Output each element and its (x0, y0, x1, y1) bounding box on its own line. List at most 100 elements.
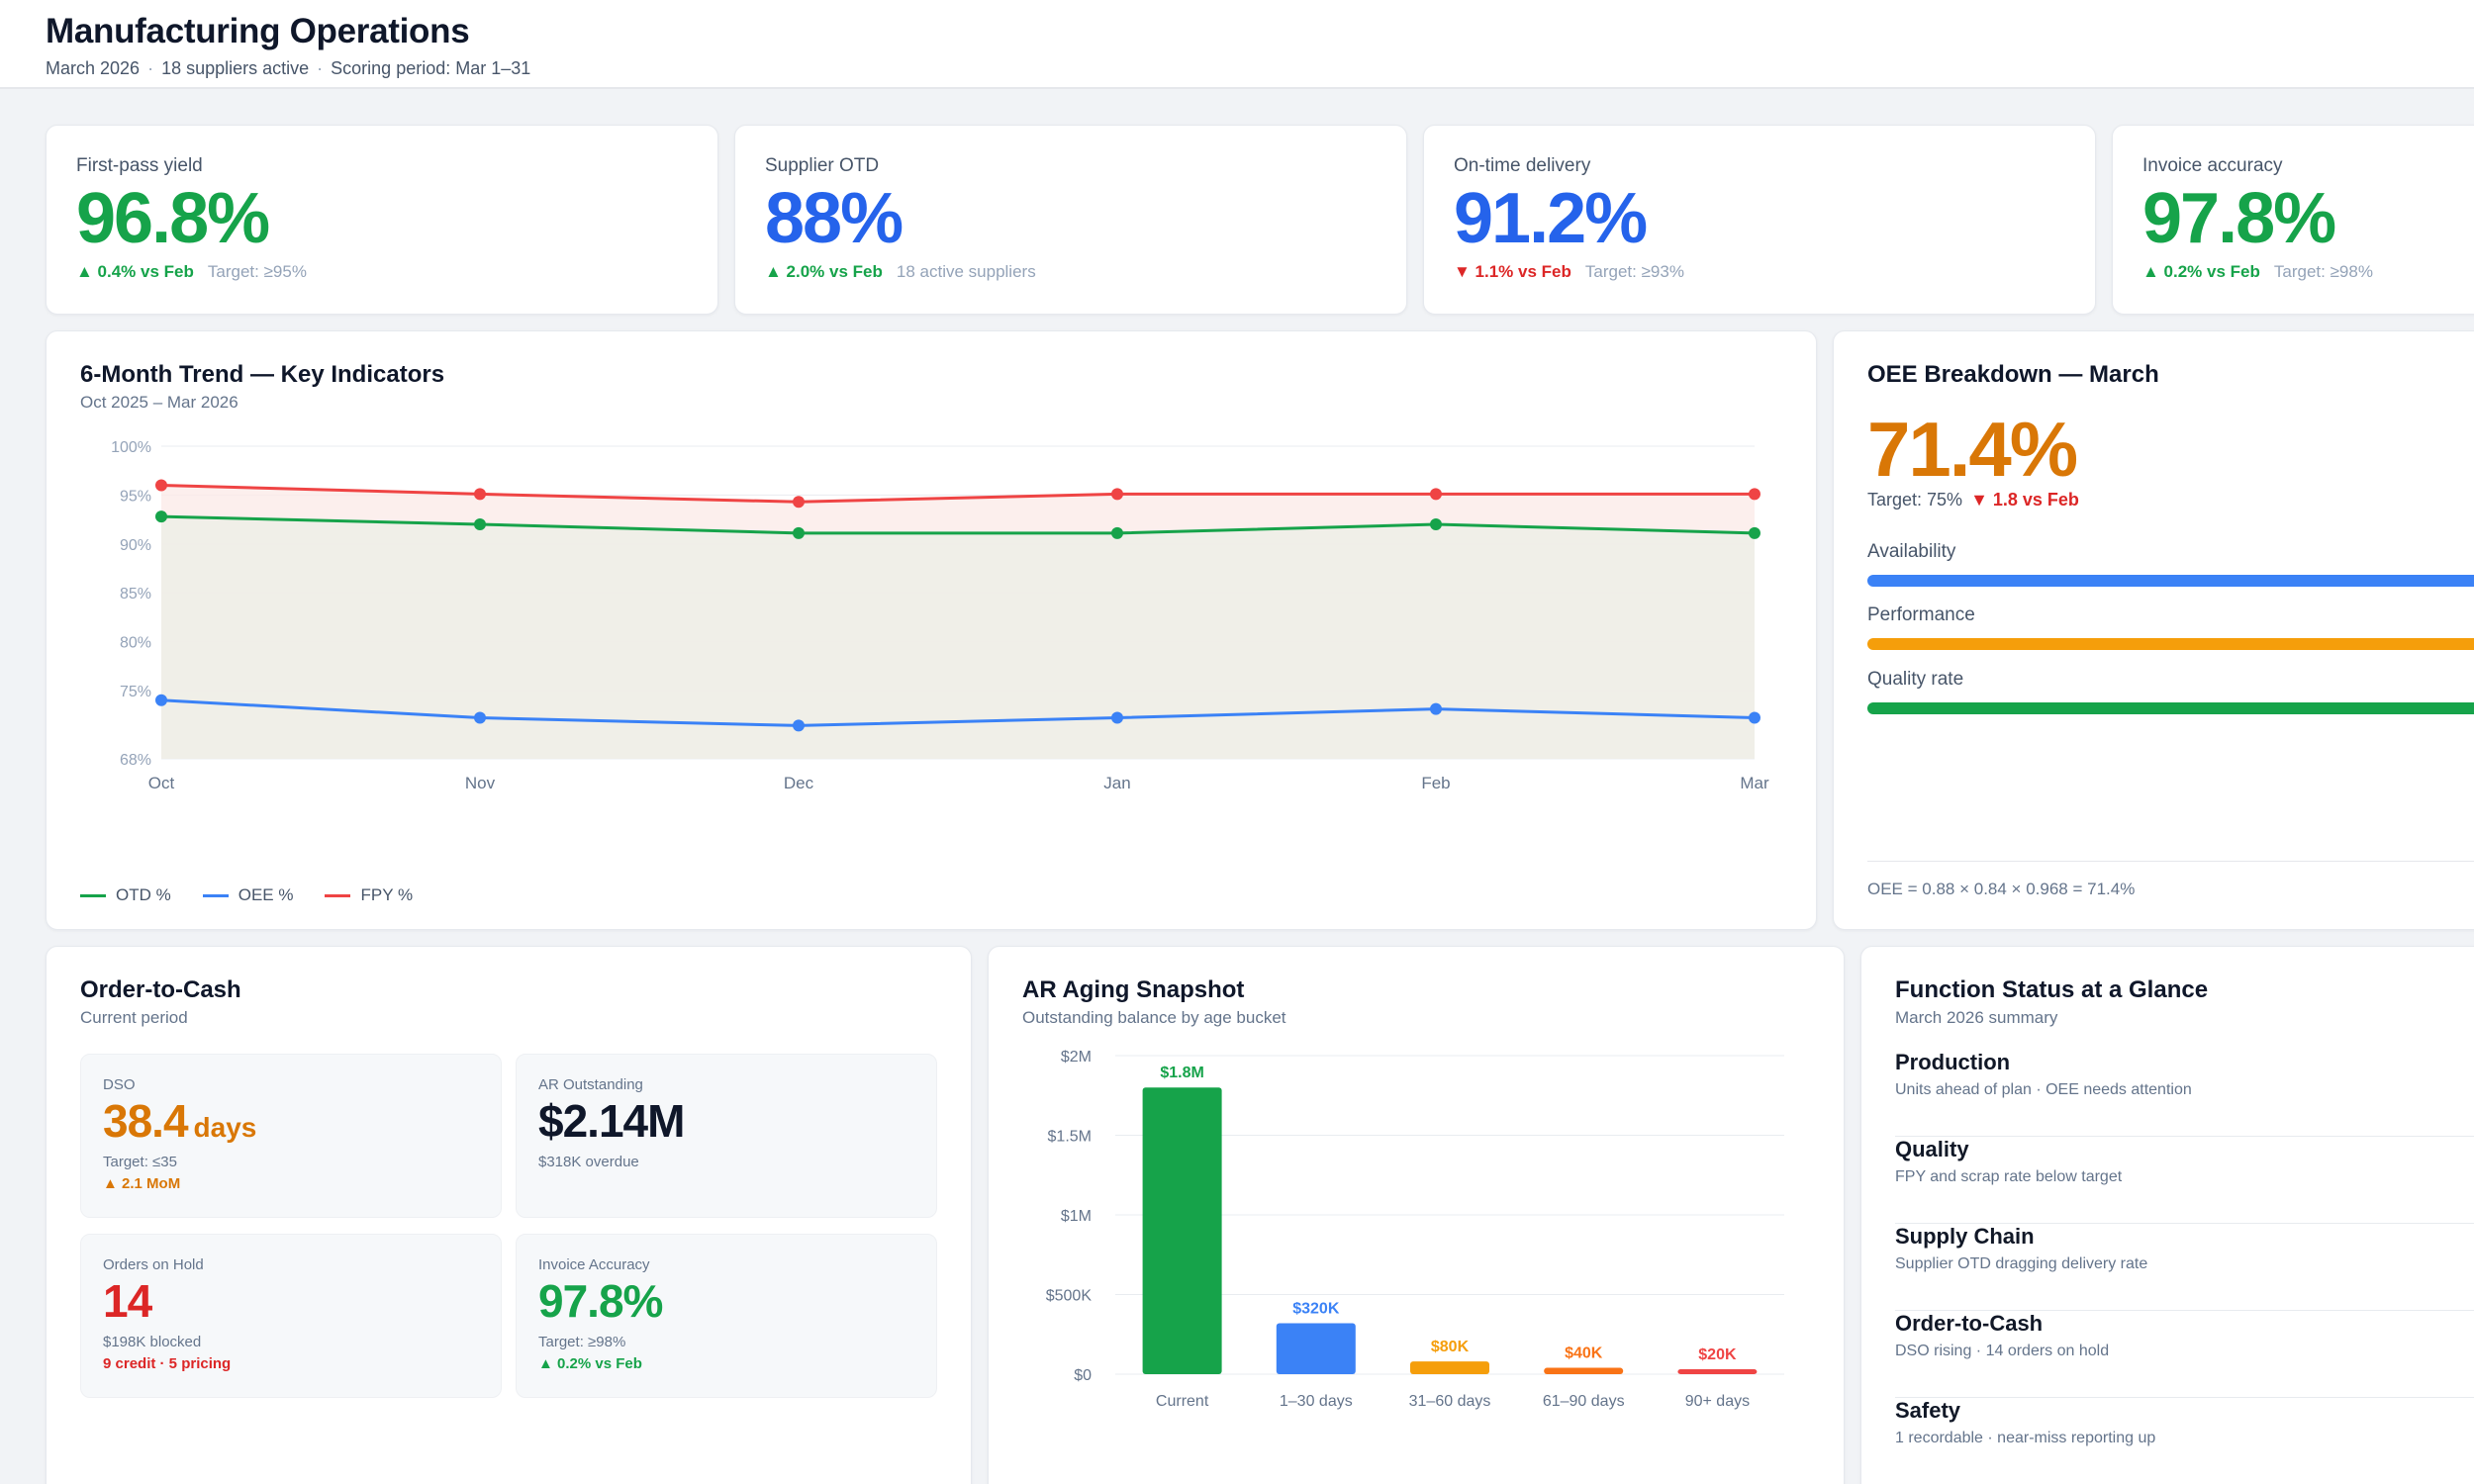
kpi-card-fpy[interactable]: First-pass yield 96.8% ▲ 0.4% vs Feb Targ… (46, 125, 718, 315)
orders-on-hold-tile[interactable]: Orders on Hold 14 $198K blocked 9 credit… (80, 1234, 502, 1398)
bar-value-label: $320K (1292, 1300, 1340, 1317)
tile-label: AR Outstanding (538, 1076, 643, 1093)
y-tick-label: 75% (120, 684, 151, 700)
availability-bar (1867, 575, 2474, 587)
tile-line1: Target: ≤35 (103, 1154, 177, 1170)
x-tick-label: Dec (784, 774, 814, 792)
oee-target: Target: 75% (1867, 490, 1963, 510)
y-tick-label: 100% (111, 439, 151, 456)
availability-label: Availability (1867, 541, 1956, 562)
tile-value: $2.14M (538, 1095, 685, 1147)
dso-tile[interactable]: DSO 38.4 days Target: ≤35 ▲ 2.1 MoM (80, 1054, 502, 1218)
data-point (1430, 518, 1442, 530)
kpi-note: 18 active suppliers (896, 262, 1036, 281)
data-point (793, 496, 805, 509)
order-to-cash-card: Order-to-Cash Current period DSO 38.4 day… (46, 946, 972, 1484)
bar-3 (1544, 1367, 1624, 1374)
kpi-card-on-time-delivery[interactable]: On-time delivery 91.2% ▼ 1.1% vs Feb Targ… (1423, 125, 2096, 315)
invoice-accuracy-tile[interactable]: Invoice Accuracy 97.8% Target: ≥98% ▲ 0.… (516, 1234, 937, 1398)
tile-line2: ▲ 0.2% vs Feb (538, 1355, 642, 1372)
oee-title: OEE Breakdown — March (1867, 361, 2159, 388)
data-point (1749, 488, 1760, 501)
x-tick-label: 90+ days (1685, 1393, 1750, 1410)
legend-label: OEE % (238, 885, 294, 904)
kpi-delta: ▲ 2.0% vs Feb (765, 262, 883, 281)
data-point (793, 719, 805, 732)
divider (1867, 861, 2474, 862)
data-point (155, 479, 167, 492)
trend-subtitle: Oct 2025 – Mar 2026 (80, 393, 238, 412)
y-tick-label: $500K (1046, 1288, 1093, 1305)
status-item-supply-chain[interactable]: Supply Chain Supplier OTD dragging deliv… (1895, 1224, 2474, 1311)
o2c-subtitle: Current period (80, 1008, 188, 1027)
kpi-note: Target: ≥93% (1584, 262, 1684, 281)
y-tick-label: $1.5M (1048, 1129, 1092, 1146)
kpi-label: Invoice accuracy (2142, 155, 2283, 176)
meta-period: March 2026 (46, 58, 141, 78)
status-name: Supply Chain (1895, 1224, 2035, 1249)
series-line-2 (160, 484, 1755, 504)
data-point (793, 526, 805, 539)
kpi-label: On-time delivery (1454, 155, 1591, 176)
tile-label: DSO (103, 1076, 136, 1093)
oee-card: OEE Breakdown — March 71.4% Target: 75% ▼… (1833, 330, 2474, 930)
x-tick-label: 1–30 days (1280, 1393, 1353, 1410)
status-title: Function Status at a Glance (1895, 976, 2209, 1003)
bar-value-label: $20K (1698, 1346, 1737, 1363)
x-tick-label: 61–90 days (1543, 1393, 1625, 1410)
bar-2 (1410, 1361, 1489, 1374)
quality-rate-bar (1867, 702, 2474, 714)
tile-line1: $318K overdue (538, 1154, 639, 1170)
x-tick-label: Oct (148, 774, 175, 792)
legend-item-oee: OEE % (202, 885, 294, 905)
status-item-order-to-cash[interactable]: Order-to-Cash DSO rising · 14 orders on … (1895, 1311, 2474, 1398)
data-point (1749, 526, 1760, 539)
meta-scoring: Scoring period: Mar 1–31 (331, 58, 531, 78)
status-name: Quality (1895, 1137, 1969, 1161)
status-item-production[interactable]: Production Units ahead of plan · OEE nee… (1895, 1050, 2474, 1137)
tile-value: 97.8% (538, 1275, 663, 1327)
tile-line1: Target: ≥98% (538, 1334, 626, 1350)
tile-value: 38.4 days (103, 1095, 257, 1147)
series-line-0 (160, 514, 1756, 535)
data-point (1430, 702, 1442, 715)
kpi-card-invoice-accuracy[interactable]: Invoice accuracy 97.8% ▲ 0.2% vs Feb Targ… (2112, 125, 2474, 315)
bar-0 (1142, 1087, 1222, 1374)
x-tick-label: Nov (465, 774, 496, 792)
y-tick-label: 95% (120, 488, 151, 505)
data-point (155, 510, 167, 523)
tile-line2: 9 credit · 5 pricing (103, 1355, 232, 1372)
kpi-value: 91.2% (1454, 179, 1648, 258)
page-meta: March 2026 · 18 suppliers active · Scoring p… (46, 58, 531, 78)
ar-outstanding-tile[interactable]: AR Outstanding $2.14M $318K overdue (516, 1054, 937, 1218)
status-subtitle: March 2026 summary (1895, 1008, 2058, 1027)
o2c-title: Order-to-Cash (80, 976, 241, 1003)
series-line-1 (160, 698, 1756, 727)
data-point (474, 711, 486, 724)
data-point (1111, 526, 1123, 539)
y-tick-label: $0 (1074, 1367, 1092, 1384)
status-item-quality[interactable]: Quality FPY and scrap rate below target (1895, 1137, 2474, 1224)
data-point (1749, 711, 1760, 724)
status-item-safety[interactable]: Safety 1 recordable · near-miss reportin… (1895, 1398, 2474, 1484)
ar-aging-card: AR Aging Snapshot Outstanding balance by… (988, 946, 1845, 1484)
status-name: Safety (1895, 1398, 1961, 1423)
kpi-card-supplier-otd[interactable]: Supplier OTD 88% ▲ 2.0% vs Feb 18 active … (734, 125, 1407, 315)
function-status-card: Function Status at a Glance March 2026 s… (1860, 946, 2474, 1484)
trend-legend: OTD % OEE % FPY % (80, 885, 413, 905)
quality-rate-label: Quality rate (1867, 669, 1964, 690)
bar-value-label: $80K (1431, 1339, 1470, 1355)
trend-chart: 100% 95% 90% 85% 80% 75% 68% Oct Nov Dec Jan Feb Mar (111, 439, 1769, 792)
bar-value-label: $1.8M (1160, 1065, 1203, 1081)
bar-value-label: $40K (1565, 1345, 1603, 1362)
kpi-delta: ▲ 0.2% vs Feb (2142, 262, 2260, 281)
meta-suppliers: 18 suppliers active (161, 58, 310, 78)
trend-card: 6-Month Trend — Key Indicators Oct 2025 … (46, 330, 1817, 930)
kpi-note: Target: ≥95% (207, 262, 307, 281)
data-point (1111, 711, 1123, 724)
performance-label: Performance (1867, 604, 1975, 625)
data-point (474, 518, 486, 530)
status-desc: DSO rising · 14 orders on hold (1895, 1343, 2110, 1359)
oee-formula: OEE = 0.88 × 0.84 × 0.968 = 71.4% (1867, 880, 2136, 898)
data-point (155, 694, 167, 706)
